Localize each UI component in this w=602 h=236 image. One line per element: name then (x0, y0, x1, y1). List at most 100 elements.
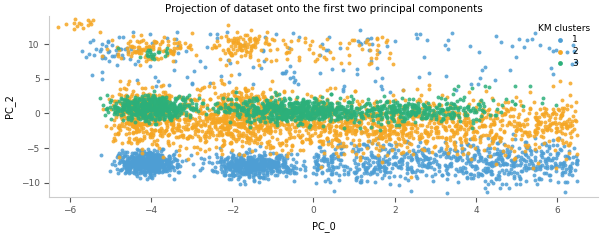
Point (312, 166, 321, 170)
Point (158, 112, 168, 116)
Point (164, 173, 173, 177)
Point (411, 156, 421, 159)
Point (152, 161, 161, 164)
Point (510, 125, 520, 128)
Point (169, 102, 179, 106)
Point (314, 109, 324, 113)
Point (161, 97, 171, 101)
Point (157, 112, 166, 116)
Point (492, 107, 501, 111)
Point (217, 132, 227, 136)
Point (374, 43, 383, 46)
Point (403, 101, 412, 105)
Point (143, 122, 153, 126)
Point (424, 113, 433, 117)
Point (138, 107, 147, 110)
Point (320, 113, 329, 117)
Point (287, 113, 297, 116)
Point (164, 106, 173, 110)
Point (160, 97, 170, 101)
Point (213, 110, 223, 114)
Point (247, 168, 256, 172)
Point (141, 109, 151, 113)
Point (140, 164, 150, 167)
Point (336, 111, 346, 114)
Point (238, 171, 248, 175)
Point (144, 168, 154, 171)
Point (199, 99, 208, 102)
Point (245, 156, 255, 160)
Point (256, 116, 265, 120)
Point (228, 103, 238, 106)
Point (151, 84, 161, 88)
Point (178, 111, 188, 115)
Point (231, 169, 241, 172)
Point (146, 112, 156, 116)
Point (415, 136, 425, 140)
Point (125, 100, 135, 103)
Point (140, 163, 150, 167)
Point (473, 145, 482, 149)
Point (295, 101, 305, 105)
Point (241, 151, 251, 154)
Point (205, 160, 214, 164)
Point (255, 109, 264, 113)
Point (332, 101, 342, 105)
Point (121, 163, 131, 167)
Point (410, 123, 420, 127)
Point (135, 158, 145, 161)
Point (162, 100, 172, 103)
Point (166, 117, 176, 121)
Point (301, 123, 311, 127)
Point (245, 162, 255, 166)
Point (173, 41, 182, 45)
Point (571, 119, 580, 123)
Point (498, 112, 508, 115)
Point (530, 130, 540, 134)
Point (335, 162, 345, 166)
Point (135, 166, 144, 170)
Point (273, 163, 282, 166)
Point (128, 155, 137, 159)
Point (399, 117, 408, 120)
Point (434, 149, 444, 152)
Point (369, 155, 379, 159)
Point (385, 132, 395, 136)
Point (139, 102, 149, 106)
Point (110, 110, 120, 114)
Point (277, 112, 287, 116)
Point (157, 96, 167, 99)
Point (152, 162, 161, 166)
Point (509, 149, 519, 153)
Point (234, 117, 243, 120)
Point (131, 136, 141, 140)
Point (359, 105, 369, 108)
Point (141, 122, 150, 125)
Point (259, 158, 268, 162)
Point (239, 113, 249, 117)
Point (324, 108, 334, 112)
Point (333, 143, 343, 147)
Point (409, 107, 418, 110)
Point (272, 116, 282, 120)
Point (324, 122, 334, 126)
Point (138, 164, 148, 168)
Point (317, 124, 327, 128)
Point (262, 173, 272, 177)
Point (456, 156, 465, 159)
Point (143, 108, 152, 112)
Point (272, 164, 281, 168)
Point (406, 189, 416, 192)
Point (509, 114, 518, 118)
Point (312, 154, 322, 158)
Point (120, 86, 129, 90)
Point (129, 137, 138, 141)
Point (231, 122, 241, 126)
Point (164, 107, 173, 111)
Point (253, 124, 262, 128)
Point (129, 160, 138, 164)
Point (111, 163, 120, 167)
Point (146, 117, 155, 121)
Point (314, 110, 323, 113)
Point (467, 126, 477, 130)
